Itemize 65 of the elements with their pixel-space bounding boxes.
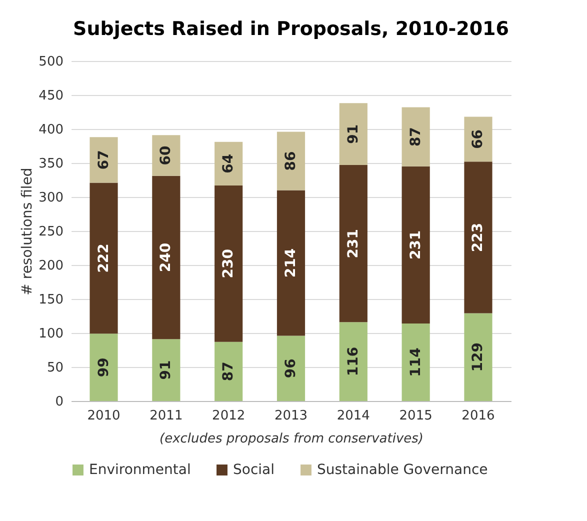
y-tick-label: 200 [38,258,64,274]
y-axis-title: # resolutions filed [20,168,36,296]
data-label: 91 [345,124,362,144]
x-tick-label: 2010 [87,408,120,424]
legend-label: Environmental [89,462,191,478]
data-label: 99 [96,358,112,378]
bar [402,166,430,324]
x-tick-label: 2011 [150,408,183,424]
bar [464,162,492,314]
x-tick-label: 2013 [274,408,308,424]
bar [152,176,180,340]
bar [90,182,118,334]
y-tick-label: 50 [46,360,64,376]
data-label: 96 [283,358,299,378]
bar [339,165,368,322]
bar [339,103,368,166]
bar [90,137,118,183]
y-tick-label: 400 [38,122,64,138]
bar [402,107,430,166]
data-label: 87 [408,127,424,147]
bar [464,116,492,162]
data-label: 64 [220,154,237,174]
data-label: 114 [408,347,424,377]
data-label: 87 [220,362,237,382]
y-tick-label: 500 [38,54,64,70]
bar [214,142,243,186]
legend-label: Social [233,462,275,478]
data-label: 66 [470,129,486,149]
data-label: 223 [470,222,486,252]
data-label: 231 [345,228,362,258]
legend-label: Sustainable Governance [317,462,488,478]
y-tick-label: 0 [55,394,64,410]
x-tick-label: 2015 [399,408,432,424]
bar [276,132,306,190]
x-tick-label: 2012 [212,408,246,424]
data-label: 222 [96,244,112,273]
data-label: 116 [345,346,362,376]
y-tick-label: 150 [38,292,64,308]
bar [339,322,368,401]
y-tick-label: 300 [38,190,64,206]
data-label: 91 [158,360,174,380]
data-label: 230 [220,248,237,278]
data-label: 231 [408,230,424,260]
x-tick-label: 2016 [462,408,495,424]
data-label: 86 [283,151,299,171]
data-label: 60 [158,146,174,166]
bar [214,342,243,401]
data-label: 214 [283,248,299,278]
text: (excludes proposals from conservatives) [160,432,424,446]
data-label: 240 [158,242,174,272]
data-label: 67 [96,150,112,170]
y-tick-label: 250 [38,224,64,240]
y-tick-label: 100 [38,326,64,342]
bar [276,190,306,336]
bar [276,336,306,401]
bar [214,185,243,342]
data-label: 129 [470,342,486,372]
y-tick-label: 450 [38,88,64,104]
y-tick-label: 350 [38,156,64,172]
bar [90,334,118,401]
bar [152,339,180,401]
x-tick-label: 2014 [336,408,370,424]
bar [402,323,430,401]
chart-title: Subjects Raised in Proposals, 2010-2016 [73,18,509,40]
bar [464,313,492,401]
